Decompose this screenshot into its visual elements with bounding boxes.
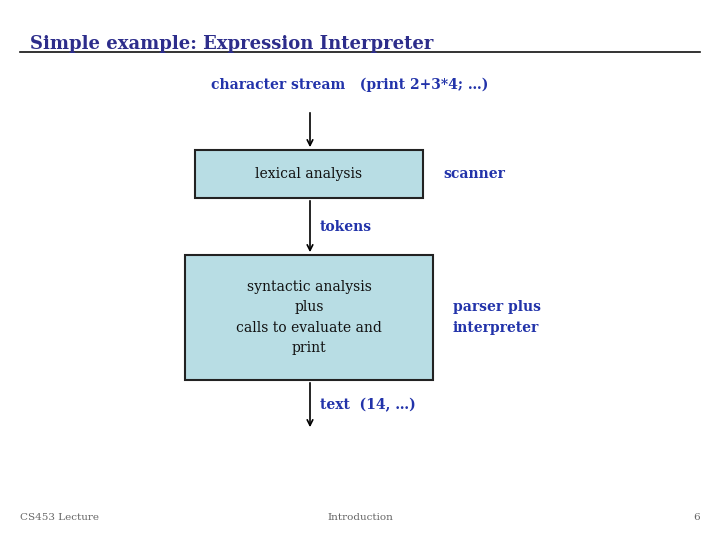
Text: syntactic analysis
plus
calls to evaluate and
print: syntactic analysis plus calls to evaluat… xyxy=(236,280,382,355)
Text: scanner: scanner xyxy=(443,167,505,181)
Text: Simple example: Expression Interpreter: Simple example: Expression Interpreter xyxy=(30,35,433,53)
Text: lexical analysis: lexical analysis xyxy=(256,167,363,181)
Bar xyxy=(185,255,433,380)
Text: 6: 6 xyxy=(693,513,700,522)
Text: parser plus
interpreter: parser plus interpreter xyxy=(453,300,541,335)
Text: character stream   (print 2+3*4; …): character stream (print 2+3*4; …) xyxy=(211,78,489,92)
Text: text  (14, …): text (14, …) xyxy=(320,398,415,412)
Text: tokens: tokens xyxy=(320,220,372,234)
Text: CS453 Lecture: CS453 Lecture xyxy=(20,513,99,522)
Bar xyxy=(195,150,423,198)
Text: Introduction: Introduction xyxy=(327,513,393,522)
